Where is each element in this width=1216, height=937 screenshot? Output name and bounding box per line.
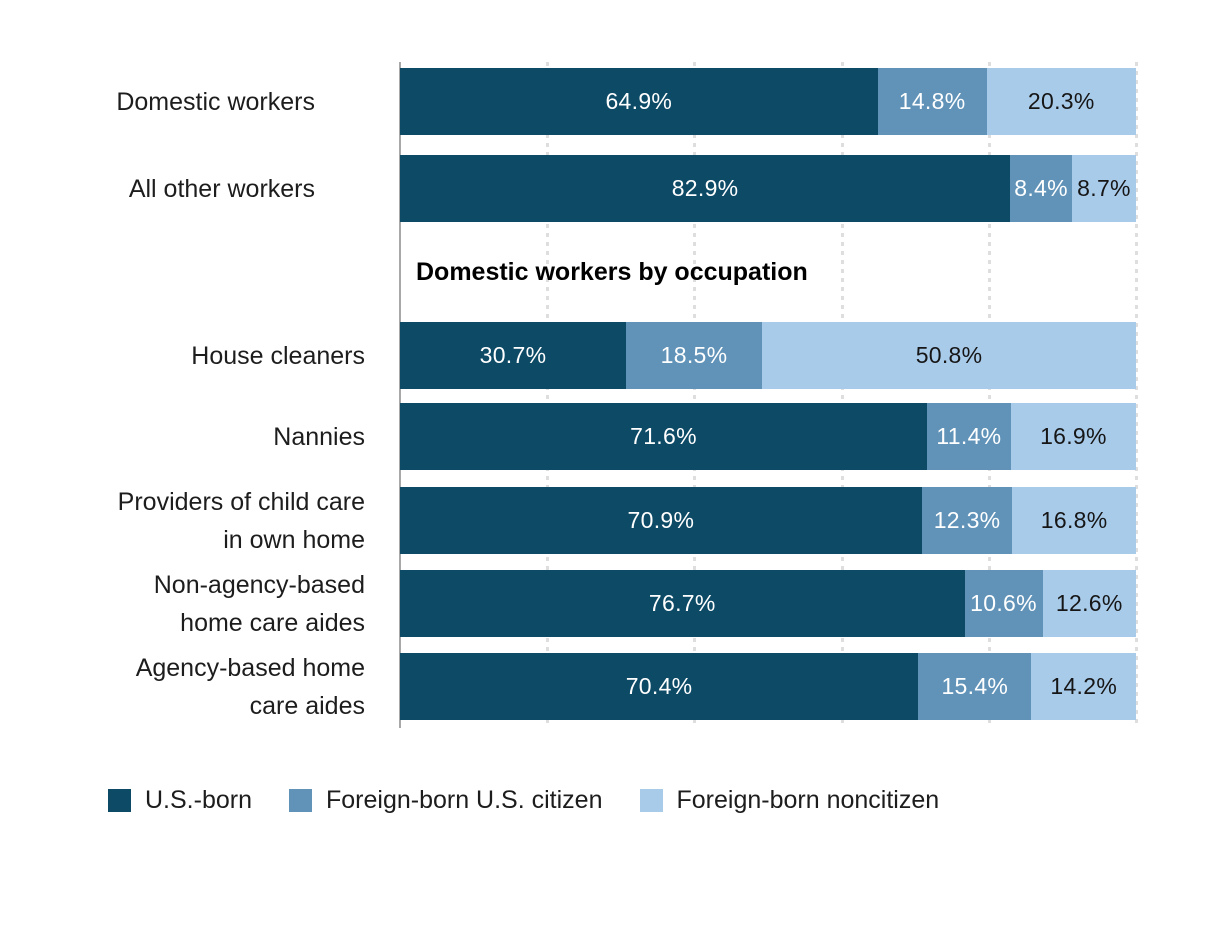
bar-segment: 71.6% bbox=[400, 403, 927, 470]
bar-value-label: 15.4% bbox=[941, 673, 1009, 699]
bar-segment: 76.7% bbox=[400, 570, 965, 637]
bar-value-label: 30.7% bbox=[479, 342, 547, 368]
bar-segment: 11.4% bbox=[926, 403, 1011, 470]
legend-swatch-icon bbox=[288, 789, 312, 812]
bar-segment: 12.3% bbox=[921, 487, 1013, 554]
legend-item: U.S.-born bbox=[108, 786, 252, 815]
legend-item: Foreign-born U.S. citizen bbox=[288, 786, 603, 815]
category-label: House cleaners bbox=[191, 341, 365, 370]
bar-segment: 12.6% bbox=[1042, 570, 1136, 637]
bar-row: 30.7% 18.5% 50.8% bbox=[400, 322, 1136, 389]
category-label: Nannies bbox=[273, 422, 365, 451]
bar-value-label: 8.7% bbox=[1077, 175, 1131, 201]
bar-row: 82.9% 8.4% 8.7% bbox=[400, 155, 1136, 222]
bar-segment: 30.7% bbox=[400, 322, 626, 389]
bar-value-label: 82.9% bbox=[671, 175, 739, 201]
legend-item: Foreign-born noncitizen bbox=[639, 786, 940, 815]
category-label: All other workers bbox=[128, 174, 315, 203]
legend-label: U.S.-born bbox=[145, 786, 252, 814]
y-axis-line bbox=[399, 62, 401, 728]
category-label: Non-agency-based home care aides bbox=[153, 570, 365, 637]
bar-value-label: 11.4% bbox=[936, 423, 1002, 449]
legend-swatch-icon bbox=[639, 789, 663, 812]
gridline bbox=[546, 62, 549, 728]
legend-label: Foreign-born U.S. citizen bbox=[325, 786, 603, 814]
bar-value-label: 50.8% bbox=[915, 342, 983, 368]
bar-row: 76.7% 10.6% 12.6% bbox=[400, 570, 1136, 637]
bar-segment: 70.9% bbox=[400, 487, 922, 554]
bar-value-label: 70.4% bbox=[625, 673, 693, 699]
bar-segment: 50.8% bbox=[762, 322, 1136, 389]
bar-segment: 18.5% bbox=[625, 322, 763, 389]
bar-row: 71.6% 11.4% 16.9% bbox=[400, 403, 1136, 470]
bar-value-label: 12.3% bbox=[933, 507, 1001, 533]
bar-value-label: 14.8% bbox=[898, 88, 966, 114]
legend-label: Foreign-born noncitizen bbox=[676, 786, 940, 814]
bar-segment: 20.3% bbox=[986, 68, 1136, 135]
bar-value-label: 8.4% bbox=[1014, 175, 1068, 201]
bar-value-label: 10.6% bbox=[970, 590, 1037, 616]
bar-segment: 16.9% bbox=[1010, 403, 1136, 470]
bar-value-label: 16.9% bbox=[1040, 423, 1107, 449]
bar-segment: 14.2% bbox=[1031, 653, 1136, 720]
bar-segment: 8.4% bbox=[1010, 155, 1072, 222]
bar-segment: 64.9% bbox=[400, 68, 878, 135]
bar-value-label: 16.8% bbox=[1040, 507, 1108, 533]
bar-segment: 8.7% bbox=[1071, 155, 1136, 222]
gridline bbox=[1135, 62, 1138, 728]
bar-value-label: 18.5% bbox=[660, 342, 728, 368]
legend: U.S.-born Foreign-born U.S. citizen Foreig… bbox=[108, 786, 939, 815]
category-label: Domestic workers bbox=[116, 87, 315, 116]
bar-value-label: 70.9% bbox=[627, 507, 695, 533]
legend-swatch-icon bbox=[108, 789, 131, 812]
bar-segment: 82.9% bbox=[400, 155, 1011, 222]
bar-value-label: 12.6% bbox=[1055, 590, 1123, 616]
bar-row: 70.4% 15.4% 14.2% bbox=[400, 653, 1136, 720]
bar-value-label: 14.2% bbox=[1050, 673, 1118, 699]
bar-value-label: 20.3% bbox=[1027, 88, 1095, 114]
bar-segment: 16.8% bbox=[1012, 487, 1136, 554]
bar-value-label: 76.7% bbox=[648, 590, 716, 616]
bar-row: 70.9% 12.3% 16.8% bbox=[400, 487, 1136, 554]
gridline bbox=[988, 62, 991, 728]
section-header: Domestic workers by occupation bbox=[416, 257, 808, 286]
bar-segment: 14.8% bbox=[877, 68, 987, 135]
bar-segment: 15.4% bbox=[918, 653, 1032, 720]
bar-segment: 10.6% bbox=[964, 570, 1043, 637]
category-label: Agency-based home care aides bbox=[135, 653, 365, 720]
bar-value-label: 64.9% bbox=[605, 88, 673, 114]
bar-segment: 70.4% bbox=[400, 653, 919, 720]
gridline bbox=[841, 62, 844, 728]
category-label: Providers of child care in own home bbox=[117, 487, 365, 554]
bar-row: 64.9% 14.8% 20.3% bbox=[400, 68, 1136, 135]
gridline bbox=[693, 62, 696, 728]
bar-value-label: 71.6% bbox=[630, 423, 697, 449]
